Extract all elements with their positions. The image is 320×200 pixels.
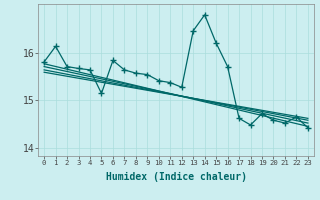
X-axis label: Humidex (Indice chaleur): Humidex (Indice chaleur) — [106, 172, 246, 182]
